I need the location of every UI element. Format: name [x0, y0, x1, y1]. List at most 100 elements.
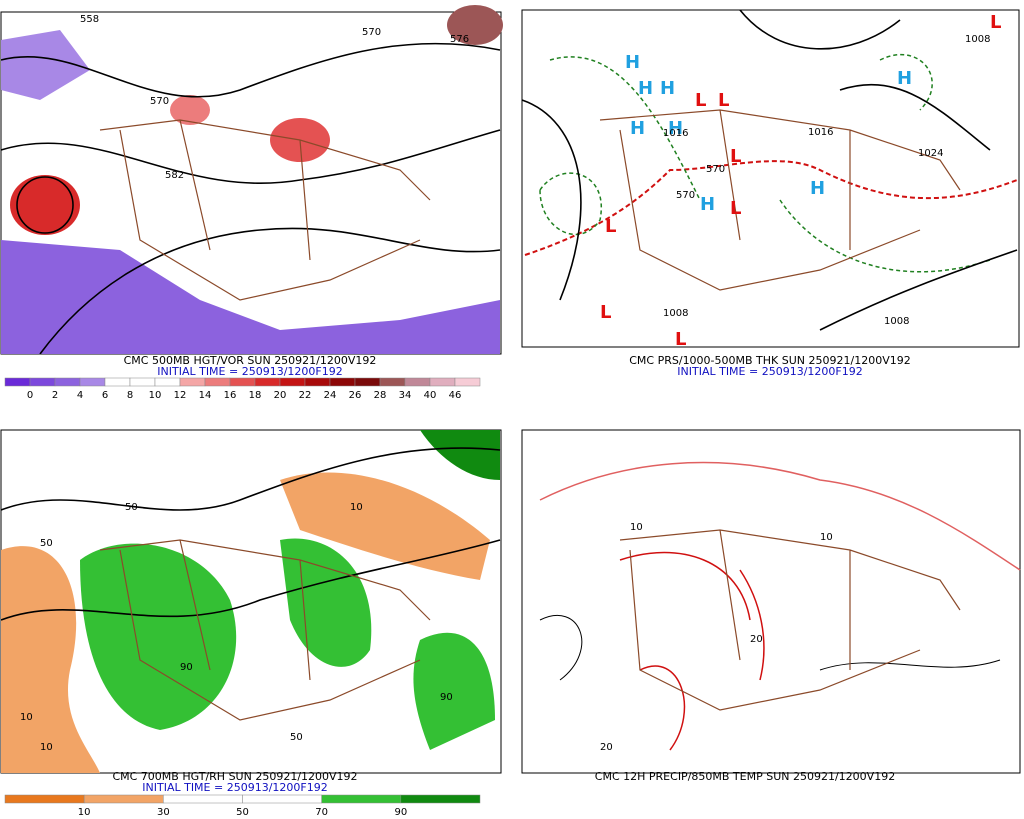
- low-center: L: [675, 329, 686, 350]
- colorbar-label: 6: [102, 390, 108, 400]
- high-center: H: [700, 194, 715, 215]
- contour-label: 582: [165, 170, 184, 181]
- colorbar-label: 22: [299, 390, 312, 400]
- contour-label: 1008: [965, 34, 990, 45]
- low-center: L: [718, 90, 729, 111]
- colorbar-label: 40: [424, 390, 437, 400]
- height-contour: [0, 42, 501, 98]
- colorbar-swatch: [329, 377, 356, 387]
- height-contour: [0, 129, 501, 185]
- colorbar-swatch: [379, 377, 406, 387]
- colorbar-swatch: [4, 377, 31, 387]
- low-center: L: [990, 12, 1001, 33]
- contour-label: 1024: [918, 148, 943, 159]
- contour-label: 20: [750, 634, 763, 645]
- colorbar-swatch: [254, 377, 281, 387]
- contour-label: 90: [440, 692, 453, 703]
- colorbar-swatch: [54, 377, 81, 387]
- initial-time: INITIAL TIME = 250913/1200F192: [677, 365, 862, 378]
- height-contour: [16, 176, 74, 234]
- contour-label: 1008: [663, 308, 688, 319]
- precip-contour: [539, 614, 1001, 681]
- colorbar-label: 28: [374, 390, 387, 400]
- dry-area: [280, 472, 490, 580]
- contour-label: 576: [450, 34, 469, 45]
- colorbar-label: 16: [224, 390, 237, 400]
- colorbar-swatch: [400, 794, 481, 804]
- colorbar: 10 30 50 70 90: [4, 794, 481, 818]
- vorticity-max: [170, 95, 210, 125]
- colorbar-label: 12: [174, 390, 187, 400]
- map-frame: [521, 429, 1021, 774]
- contour-label: 558: [80, 14, 99, 25]
- colorbar-swatch: [79, 377, 106, 387]
- contour-label: 10: [350, 502, 363, 513]
- contour-label: 570: [150, 96, 169, 107]
- colorbar-label: 14: [199, 390, 212, 400]
- vorticity-area: [1, 240, 500, 354]
- colorbar-swatch: [304, 377, 331, 387]
- colorbar-label: 20: [274, 390, 287, 400]
- initial-time: INITIAL TIME = 250913/1200F192: [157, 365, 342, 378]
- contour-label: 50: [40, 538, 53, 549]
- contour-label: 570: [362, 27, 381, 38]
- colorbar-label: 26: [349, 390, 362, 400]
- colorbar-label: 46: [449, 390, 462, 400]
- political-border: [599, 109, 961, 291]
- dry-area: [1, 546, 100, 773]
- contour-label: 1016: [663, 128, 688, 139]
- political-border: [99, 119, 431, 301]
- colorbar-label: 10: [149, 390, 162, 400]
- contour-label: 570: [706, 164, 725, 175]
- humidity-panel: 10 50 90 10 50 90 10 50 CMC 700MB HGT/RH…: [0, 429, 502, 818]
- contour-label: 10: [40, 742, 53, 753]
- vorticity-max: [10, 175, 80, 235]
- colorbar-swatch: [163, 794, 243, 804]
- colorbar-swatch: [279, 377, 306, 387]
- colorbar-label: 4: [77, 390, 83, 400]
- moist-area: [413, 632, 495, 750]
- contour-label: 50: [290, 732, 303, 743]
- colorbar-swatch: [404, 377, 431, 387]
- low-center: L: [605, 216, 616, 237]
- colorbar-swatch: [4, 794, 85, 804]
- initial-time: INITIAL TIME = 250913/1200F192: [142, 781, 327, 794]
- temperature-contour: [539, 461, 1021, 571]
- high-center: H: [668, 118, 683, 139]
- colorbar-swatch: [179, 377, 206, 387]
- height-contour: [0, 447, 501, 621]
- contour-label: 10: [820, 532, 833, 543]
- colorbar-swatch: [454, 377, 481, 387]
- contour-label: 1008: [884, 316, 909, 327]
- high-center: H: [638, 78, 653, 99]
- contour-label: 20: [600, 742, 613, 753]
- colorbar-label: 34: [399, 390, 412, 400]
- colorbar-label: 70: [315, 807, 328, 818]
- high-center: H: [660, 78, 675, 99]
- contour-label: 570: [676, 190, 695, 201]
- moist-area: [280, 538, 372, 667]
- vorticity-panel: 558 570 582 570 576 CMC 500MB HGT/VOR SU…: [0, 5, 503, 400]
- colorbar-swatch: [83, 794, 164, 804]
- colorbar-swatch: [129, 377, 156, 387]
- high-center: H: [625, 52, 640, 73]
- thickness-contour: [539, 53, 991, 273]
- moist-area: [80, 543, 237, 730]
- high-center: H: [897, 68, 912, 89]
- contour-label: 10: [20, 712, 33, 723]
- political-border: [99, 539, 431, 721]
- contour-label: 90: [180, 662, 193, 673]
- contour-label: 10: [630, 522, 643, 533]
- caption: CMC 700MB HGT/RH SUN 250921/1200V192: [112, 770, 357, 783]
- colorbar-label: 24: [324, 390, 337, 400]
- colorbar-swatch: [204, 377, 231, 387]
- colorbar-swatch: [354, 377, 381, 387]
- colorbar-swatch: [242, 794, 322, 804]
- low-center: L: [600, 302, 611, 323]
- contour-label: 50: [125, 502, 138, 513]
- colorbar-label: 8: [127, 390, 133, 400]
- low-center: L: [695, 90, 706, 111]
- colorbar: 0 2 4 6 8 10 12 14 16 18 20 22 24 26 28 34 40 46: [4, 377, 481, 400]
- map-frame: [521, 9, 1020, 348]
